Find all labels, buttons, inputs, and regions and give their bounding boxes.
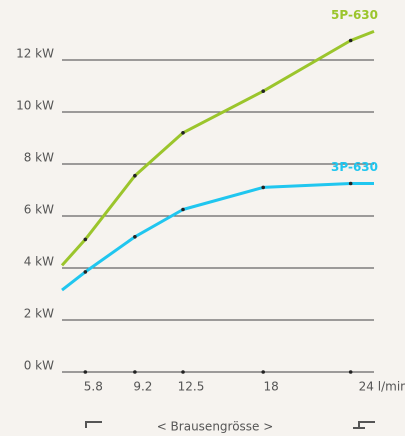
small-shower-icon	[85, 421, 102, 428]
y-tick-label: 0 kW	[24, 359, 54, 373]
x-tick-label: 18	[264, 380, 279, 394]
x-tick-label: 5.8	[84, 380, 103, 394]
data-point	[261, 89, 265, 93]
y-tick-label: 4 kW	[24, 255, 54, 269]
x-tick-label: 12.5	[178, 380, 205, 394]
x-axis-label: < Brausengrösse >	[157, 420, 274, 434]
y-tick-label: 8 kW	[24, 151, 54, 165]
data-point	[83, 270, 88, 274]
y-tick-label: 10 kW	[16, 99, 54, 113]
x-tick-mark	[348, 370, 353, 374]
series-label: 5P-630	[331, 8, 378, 22]
data-point	[348, 38, 353, 43]
y-tick-label: 6 kW	[24, 203, 54, 217]
y-tick-label: 12 kW	[16, 47, 54, 61]
series-line	[60, 30, 375, 267]
series-label: 3P-630	[331, 160, 378, 174]
data-point	[348, 181, 353, 186]
series-line	[61, 182, 374, 292]
x-tick-label: 24 l/min	[359, 380, 405, 394]
data-point	[133, 173, 137, 178]
x-tick-mark	[181, 370, 185, 374]
data-point	[83, 237, 88, 242]
x-tick-label: 9.2	[133, 380, 152, 394]
data-point	[181, 131, 185, 135]
large-shower-icon	[353, 421, 375, 429]
x-tick-mark	[83, 370, 88, 374]
x-tick-mark	[261, 370, 265, 374]
x-tick-mark	[133, 370, 137, 374]
data-point	[261, 185, 265, 190]
data-point	[181, 207, 185, 212]
y-tick-label: 2 kW	[24, 307, 54, 321]
data-point	[133, 235, 137, 239]
